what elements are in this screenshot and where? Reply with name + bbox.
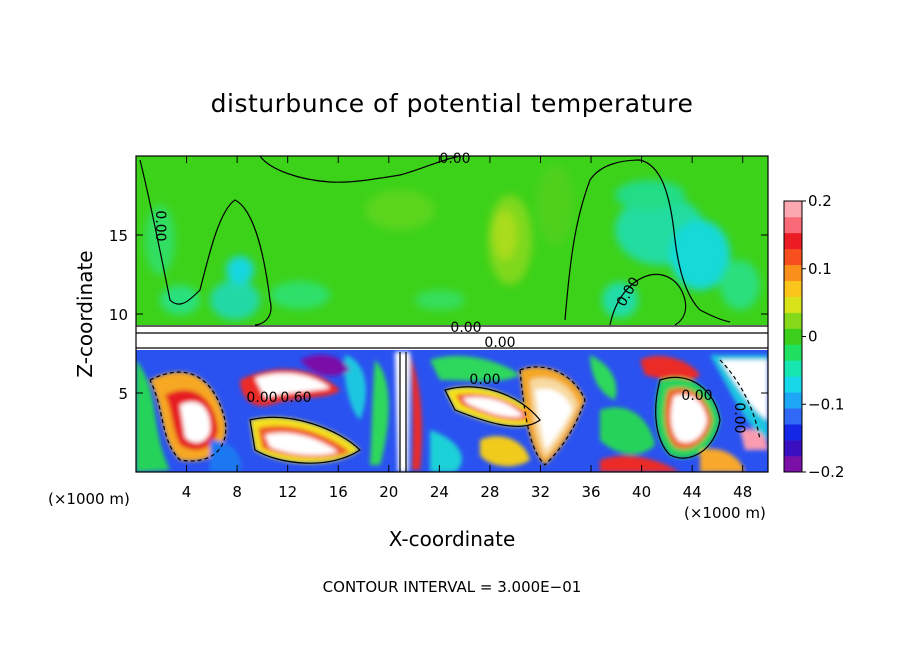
x-tick-label: 16 <box>329 483 348 501</box>
plot-area <box>136 156 768 472</box>
x-tick-label: 24 <box>430 483 449 501</box>
contour-label: 0.00 <box>731 402 747 433</box>
x-tick-label: 12 <box>278 483 297 501</box>
contour-zero-mid <box>609 273 687 326</box>
contour-label: 0.00 <box>681 388 712 404</box>
colorbar-swatch <box>784 376 802 393</box>
contour-lower-b <box>249 416 361 464</box>
x-tick-label: 44 <box>683 483 702 501</box>
x-tick-label: 36 <box>581 483 600 501</box>
colorbar-swatch <box>784 312 802 329</box>
contour-interval-note: CONTOUR INTERVAL = 3.000E−01 <box>323 578 582 596</box>
contour-zero-left <box>139 159 272 326</box>
colorbar-swatch <box>784 201 802 218</box>
y-tick-label: 10 <box>109 306 128 324</box>
colorbar-tick-label: −0.2 <box>808 463 844 481</box>
contour-lower-d <box>519 366 586 466</box>
colorbar-swatch <box>784 440 802 457</box>
x-axis-ticks: 4 8 12 16 20 24 28 32 36 40 44 48 <box>182 156 752 501</box>
colorbar-swatch <box>784 280 802 297</box>
colorbar-swatch <box>784 216 802 234</box>
y-tick-label: 5 <box>118 385 128 403</box>
x-unit-right: (×1000 m) <box>684 504 766 522</box>
contour-lower-c <box>444 386 541 427</box>
y-axis-ticks: 5 10 15 <box>109 227 768 403</box>
contour-label: 0.00 <box>450 320 481 336</box>
y-axis-label: Z-coordinate <box>73 250 97 377</box>
colorbar-labels: 0.2 0.1 0 −0.1 −0.2 <box>802 192 844 481</box>
contour-label: 0.60 <box>280 390 311 406</box>
x-unit-left: (×1000 m) <box>48 490 130 508</box>
x-tick-label: 8 <box>232 483 242 501</box>
x-tick-label: 32 <box>531 483 550 501</box>
colorbar-tick-label: 0.2 <box>808 192 832 210</box>
contour-label: 0.00 <box>246 390 277 406</box>
x-axis-label: X-coordinate <box>389 527 516 551</box>
contour-lower-a <box>149 371 227 462</box>
contour-lines <box>136 156 768 472</box>
x-tick-label: 40 <box>632 483 651 501</box>
chart-title: disturbunce of potential temperature <box>211 89 694 118</box>
y-tick-label: 15 <box>109 227 128 245</box>
x-tick-label: 28 <box>480 483 499 501</box>
contour-lower-e <box>655 376 721 459</box>
contour-lower-g <box>719 359 761 441</box>
upper-field-patches <box>145 165 760 320</box>
colorbar-swatch <box>784 456 802 473</box>
x-tick-label: 4 <box>182 483 192 501</box>
colorbar-tick-label: 0 <box>808 328 818 346</box>
colorbar-tick-label: 0.1 <box>808 260 832 278</box>
colorbar-swatch <box>784 296 802 313</box>
colorbar-swatch <box>784 392 802 409</box>
colorbar-swatch <box>784 344 802 361</box>
contour-label: 0.00 <box>469 372 500 388</box>
colorbar-swatch <box>784 264 802 282</box>
colorbar-swatch <box>784 248 802 266</box>
x-tick-label: 48 <box>733 483 752 501</box>
colorbar-swatch <box>784 360 802 377</box>
contour-label: 0.00 <box>439 151 470 167</box>
colorbar-swatch <box>784 424 802 441</box>
inversion-band <box>136 325 768 350</box>
contour-lower-f <box>399 352 407 472</box>
contour-label: 0.00 <box>152 210 168 241</box>
contour-label: 0.00 <box>484 335 515 351</box>
colorbar-swatch <box>784 408 802 425</box>
colorbar-swatch <box>784 328 802 345</box>
x-tick-label: 20 <box>379 483 398 501</box>
contour-zero-top <box>259 156 461 183</box>
colorbar-tick-label: −0.1 <box>808 395 844 413</box>
colorbar <box>783 200 803 473</box>
colorbar-swatch <box>784 232 802 250</box>
lower-layer-swirls <box>136 352 768 472</box>
contour-zero-right <box>564 159 731 323</box>
